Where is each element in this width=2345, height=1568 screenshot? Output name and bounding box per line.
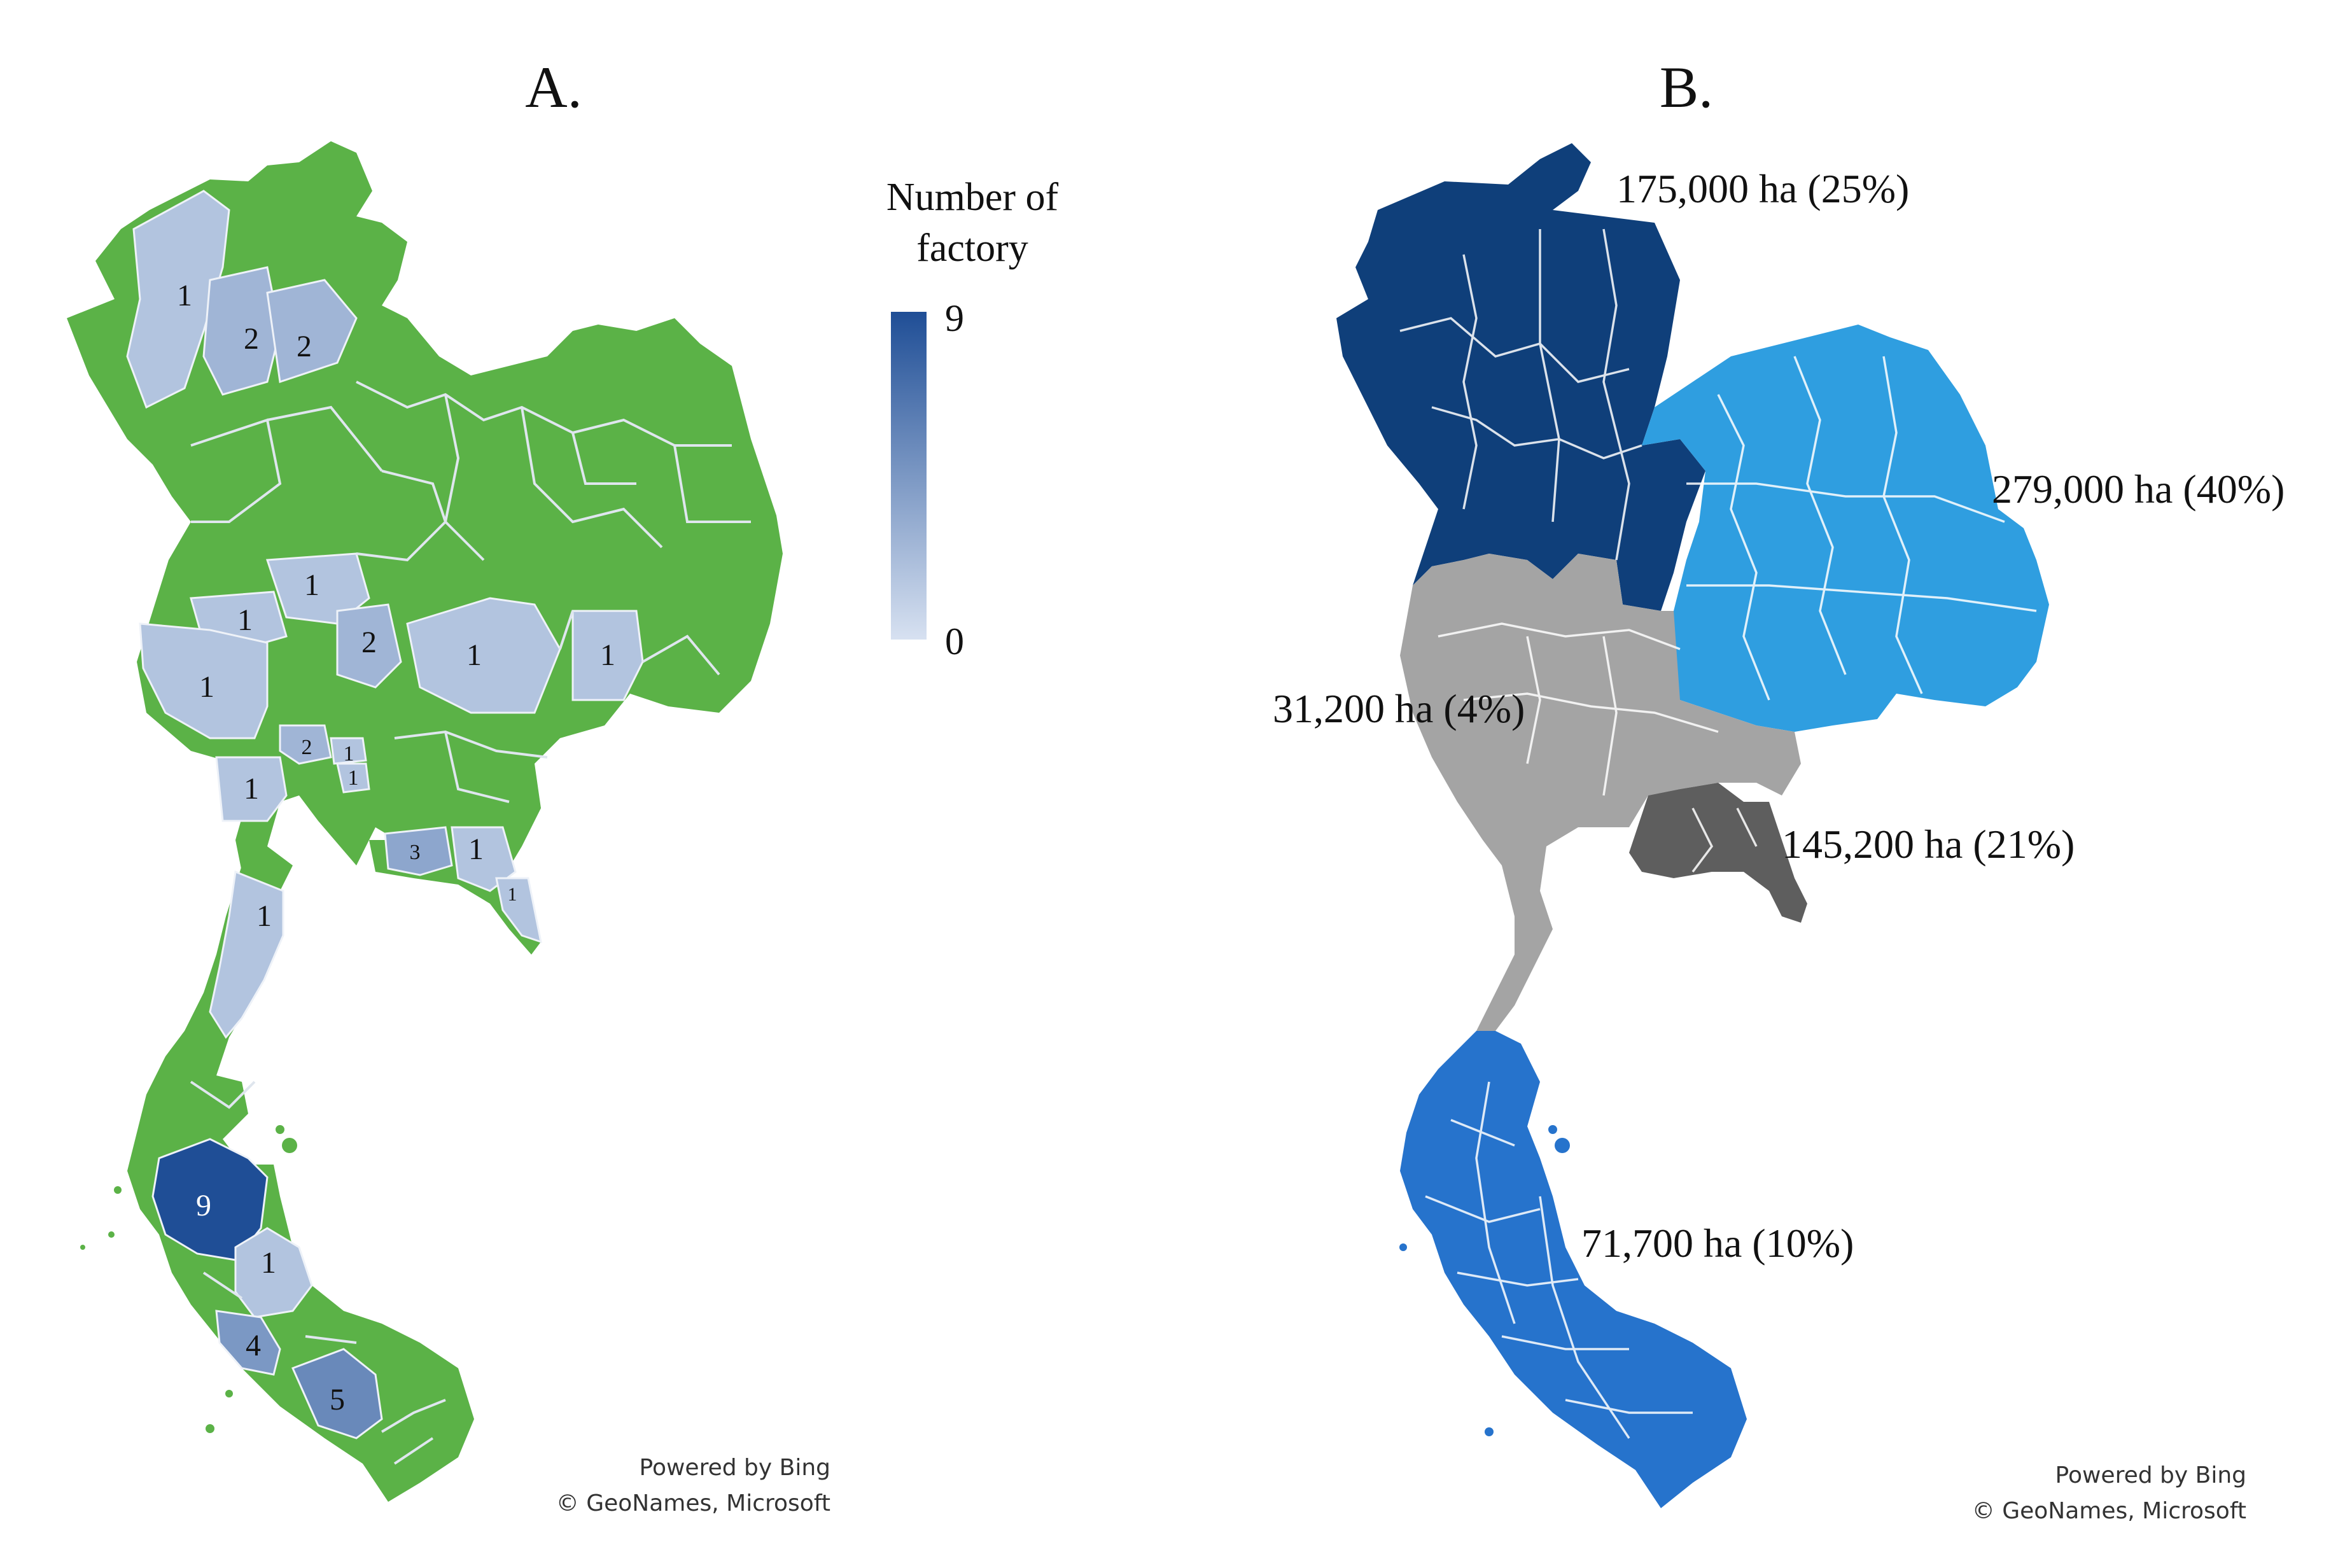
province-shape xyxy=(406,597,561,714)
legend-title-line2: factory xyxy=(916,227,1028,270)
count-label: 1 xyxy=(348,766,359,790)
count-label: 2 xyxy=(302,736,312,759)
panel-a-credit-line2: © GeoNames, Microsoft xyxy=(556,1490,830,1516)
region-central-shape xyxy=(1400,554,1801,1031)
region-south-shape xyxy=(1400,1031,1747,1508)
region-label-south: 71,700 ha (10%) xyxy=(1581,1221,1854,1266)
province-shape xyxy=(266,279,358,383)
panel-a-province-borders xyxy=(190,381,751,1465)
count-label: 1 xyxy=(468,832,484,866)
count-label: 3 xyxy=(410,841,421,864)
panel-b-region-labels: 175,000 ha (25%) 279,000 ha (40%) 31,200… xyxy=(1273,166,2285,1266)
island-shape xyxy=(1485,1427,1494,1436)
region-label-central: 31,200 ha (4%) xyxy=(1273,686,1525,731)
region-north-shape xyxy=(1336,143,1705,611)
panel-b-regions xyxy=(1336,143,2049,1508)
panel-a-islands xyxy=(80,1125,297,1433)
province-shape xyxy=(495,877,542,944)
province-shape xyxy=(139,622,269,739)
count-label: 1 xyxy=(344,742,354,766)
panel-a-legend: Number of factory 9 0 xyxy=(886,176,1059,662)
panel-a-credit-line1: Powered by Bing xyxy=(640,1455,830,1481)
count-label: 9 xyxy=(196,1189,211,1222)
panel-b-title: B. xyxy=(1660,55,1713,120)
island-shape xyxy=(1399,1243,1407,1251)
province-shape xyxy=(336,762,370,794)
count-label: 5 xyxy=(330,1383,345,1417)
region-label-east: 145,200 ha (21%) xyxy=(1782,822,2075,867)
count-label: 1 xyxy=(508,884,517,905)
island-shape xyxy=(1555,1138,1570,1153)
region-northeast-shape xyxy=(1642,325,2049,732)
panel-b-credit-line1: Powered by Bing xyxy=(2055,1462,2246,1488)
region-label-north: 175,000 ha (25%) xyxy=(1616,166,1909,211)
legend-min-label: 0 xyxy=(945,620,964,662)
legend-color-ramp xyxy=(891,312,927,640)
island-shape xyxy=(1548,1125,1557,1134)
region-east-shape xyxy=(1629,783,1807,923)
legend-title-line1: Number of xyxy=(886,176,1059,219)
panel-b-area-map: B. xyxy=(1273,55,2285,1524)
panel-a-title: A. xyxy=(525,55,582,120)
province-shape xyxy=(215,756,288,822)
count-label: 1 xyxy=(600,638,615,672)
count-label: 2 xyxy=(244,322,259,356)
legend-max-label: 9 xyxy=(945,297,964,339)
count-label: 1 xyxy=(304,568,319,602)
panel-a-count-labels: 1 2 2 1 1 2 1 1 1 2 1 1 1 3 1 1 1 9 1 4 … xyxy=(177,279,615,1417)
count-label: 1 xyxy=(244,772,259,806)
province-shape xyxy=(279,724,332,765)
panel-a-peninsula-shape xyxy=(127,865,474,1502)
panel-b-province-borders xyxy=(1399,228,2037,1439)
province-shape xyxy=(384,826,453,876)
count-label: 1 xyxy=(256,899,272,933)
count-label: 1 xyxy=(466,638,482,672)
panel-a-factory-provinces xyxy=(126,190,644,1439)
count-label: 1 xyxy=(261,1246,276,1280)
province-shape xyxy=(330,737,367,765)
province-shape xyxy=(209,870,284,1039)
province-shape xyxy=(202,266,281,396)
count-label: 4 xyxy=(246,1329,261,1362)
province-shape xyxy=(215,1310,281,1376)
province-shape xyxy=(571,610,644,701)
province-shape xyxy=(126,190,230,409)
panel-a-factory-map: A. xyxy=(67,55,1059,1516)
count-label: 2 xyxy=(297,330,312,363)
province-shape xyxy=(336,603,402,689)
count-label: 2 xyxy=(361,626,377,659)
count-label: 1 xyxy=(177,279,192,312)
region-label-northeast: 279,000 ha (40%) xyxy=(1992,466,2285,512)
count-label: 1 xyxy=(237,603,253,637)
province-shape xyxy=(291,1348,383,1439)
panel-b-credit-line2: © GeoNames, Microsoft xyxy=(1972,1498,2246,1524)
count-label: 1 xyxy=(199,670,214,704)
